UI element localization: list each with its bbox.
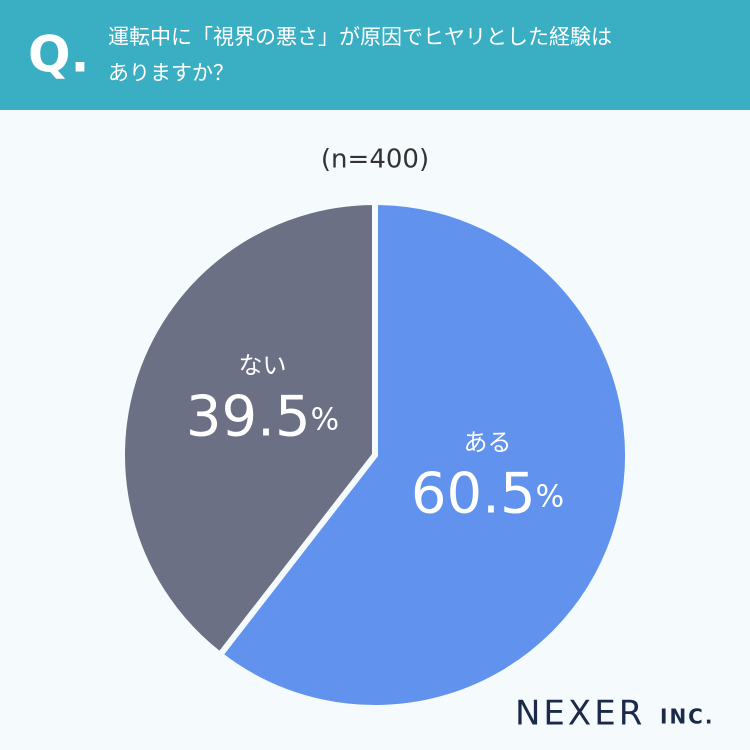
slice-name: ある: [463, 429, 511, 457]
logo: NEXER: [515, 694, 645, 734]
subtitle: (n=400): [321, 145, 429, 175]
slice-name: ない: [239, 351, 287, 379]
title-line: ありますか？: [108, 61, 234, 85]
header-band: [0, 0, 750, 110]
pie-slice: [215, 198, 631, 711]
logo-suffix: INC.: [660, 705, 714, 729]
pie-slice: [119, 198, 378, 660]
title-line: 運転中に「視界の悪さ」が原因でヒヤリとした経験は: [108, 25, 612, 49]
slice-value: 39.5%: [186, 385, 339, 450]
question-mark: Q.: [28, 26, 90, 84]
slice-value: 60.5%: [411, 462, 564, 527]
